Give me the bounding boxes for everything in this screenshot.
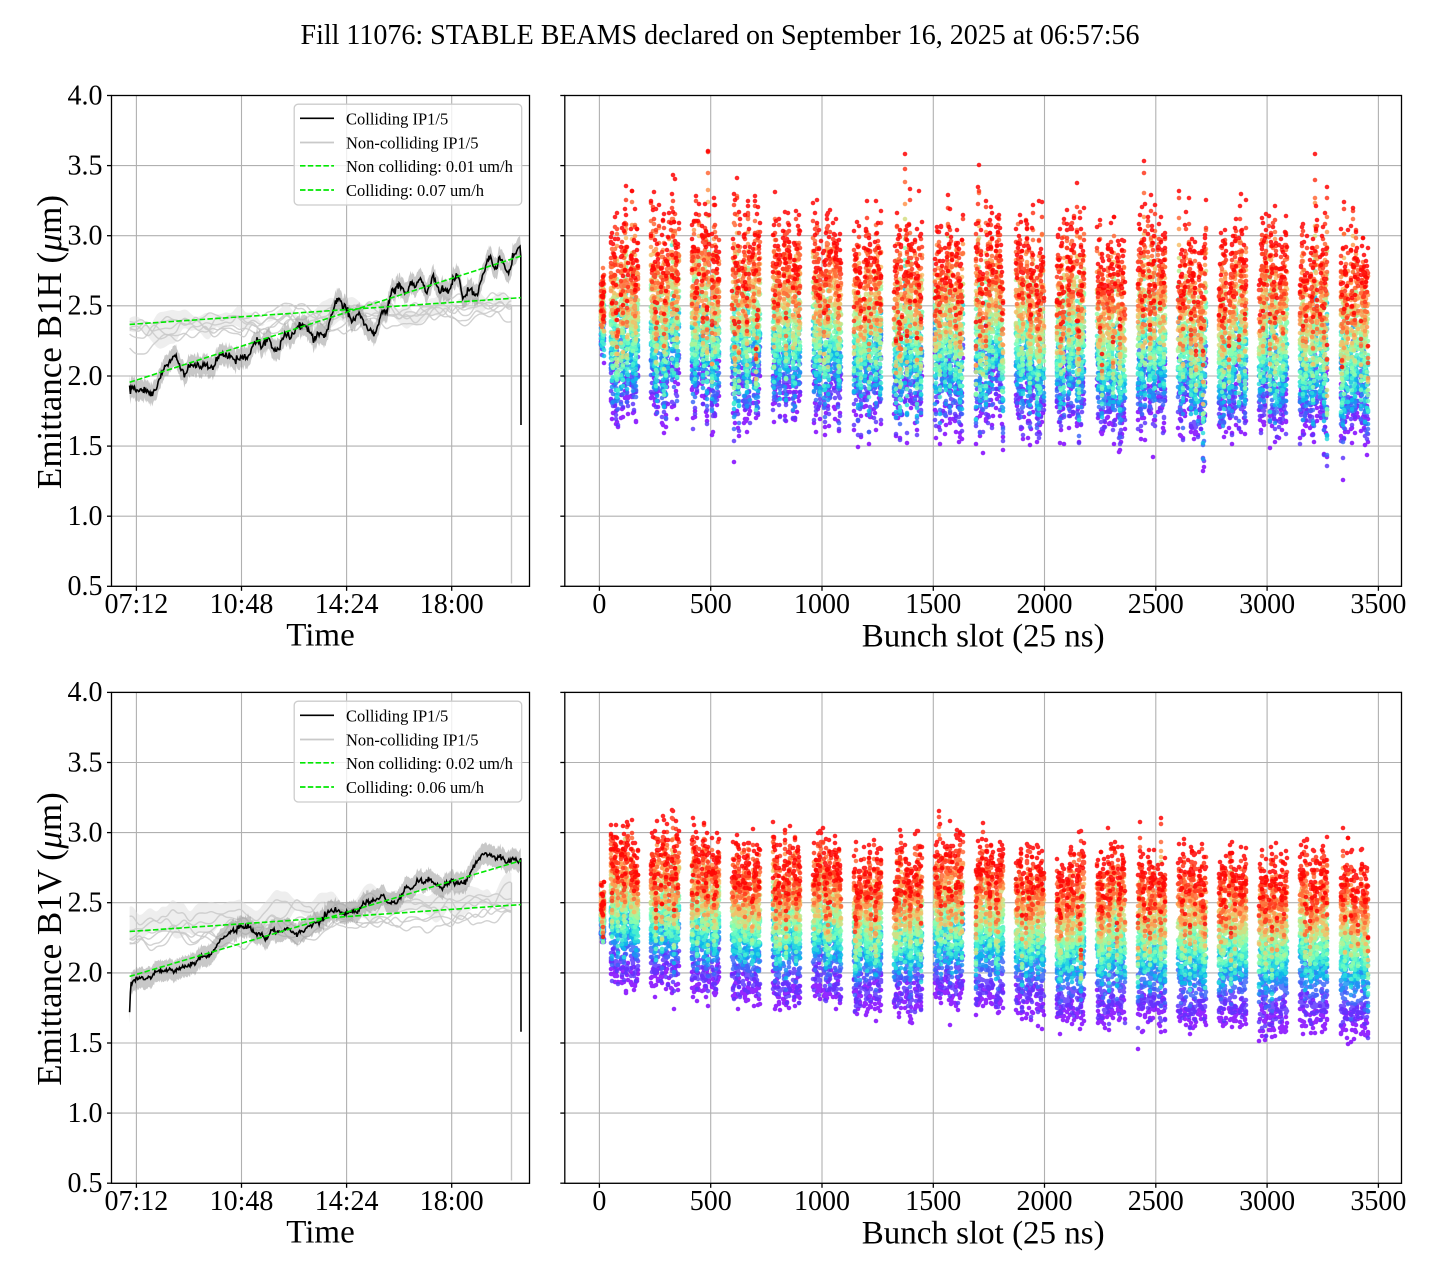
svg-text:1.0: 1.0 bbox=[68, 1098, 103, 1129]
svg-text:2500: 2500 bbox=[1128, 1186, 1184, 1217]
svg-text:2000: 2000 bbox=[1017, 1186, 1073, 1217]
svg-text:18:00: 18:00 bbox=[420, 1186, 484, 1217]
svg-text:2.5: 2.5 bbox=[68, 291, 103, 322]
svg-text:3000: 3000 bbox=[1239, 589, 1295, 620]
svg-text:3500: 3500 bbox=[1350, 589, 1406, 620]
svg-text:Time: Time bbox=[286, 618, 354, 654]
svg-text:0.5: 0.5 bbox=[68, 571, 103, 602]
svg-text:Fill 11076: STABLE BEAMS decla: Fill 11076: STABLE BEAMS declared on Sep… bbox=[301, 20, 1140, 51]
svg-text:07:12: 07:12 bbox=[105, 589, 169, 620]
svg-text:0: 0 bbox=[592, 589, 606, 620]
svg-text:3.0: 3.0 bbox=[68, 221, 103, 252]
svg-text:0.5: 0.5 bbox=[68, 1168, 103, 1199]
svg-text:Colliding IP1/5: Colliding IP1/5 bbox=[346, 109, 448, 128]
svg-text:1000: 1000 bbox=[794, 1186, 850, 1217]
svg-text:1.5: 1.5 bbox=[68, 431, 103, 462]
svg-text:07:12: 07:12 bbox=[105, 1186, 169, 1217]
svg-text:Colliding IP1/5: Colliding IP1/5 bbox=[346, 706, 448, 725]
svg-text:Emittance B1V (μm): Emittance B1V (μm) bbox=[30, 792, 69, 1086]
svg-text:1.0: 1.0 bbox=[68, 501, 103, 532]
svg-text:2.5: 2.5 bbox=[68, 888, 103, 919]
svg-text:Non colliding: 0.02 um/h: Non colliding: 0.02 um/h bbox=[346, 754, 514, 773]
svg-text:Colliding: 0.07 um/h: Colliding: 0.07 um/h bbox=[346, 181, 485, 200]
svg-text:Bunch slot (25 ns): Bunch slot (25 ns) bbox=[862, 1216, 1105, 1252]
svg-text:2000: 2000 bbox=[1017, 589, 1073, 620]
svg-text:10:48: 10:48 bbox=[210, 1186, 274, 1217]
svg-text:Emittance B1H (μm): Emittance B1H (μm) bbox=[30, 195, 69, 489]
svg-text:2.0: 2.0 bbox=[68, 361, 103, 392]
svg-text:1500: 1500 bbox=[905, 589, 961, 620]
svg-text:Colliding: 0.06 um/h: Colliding: 0.06 um/h bbox=[346, 778, 485, 797]
svg-text:10:48: 10:48 bbox=[210, 589, 274, 620]
svg-text:Non-colliding IP1/5: Non-colliding IP1/5 bbox=[346, 134, 478, 153]
svg-text:3500: 3500 bbox=[1350, 1186, 1406, 1217]
svg-text:2.0: 2.0 bbox=[68, 958, 103, 989]
svg-text:14:24: 14:24 bbox=[315, 1186, 379, 1217]
svg-text:4.0: 4.0 bbox=[68, 677, 103, 708]
svg-text:3.0: 3.0 bbox=[68, 817, 103, 848]
svg-text:1.5: 1.5 bbox=[68, 1028, 103, 1059]
svg-text:2500: 2500 bbox=[1128, 589, 1184, 620]
svg-text:Time: Time bbox=[286, 1215, 354, 1251]
svg-text:18:00: 18:00 bbox=[420, 589, 484, 620]
svg-text:500: 500 bbox=[690, 589, 732, 620]
svg-text:Bunch slot (25 ns): Bunch slot (25 ns) bbox=[862, 619, 1105, 655]
svg-text:1500: 1500 bbox=[905, 1186, 961, 1217]
svg-text:500: 500 bbox=[690, 1186, 732, 1217]
svg-text:14:24: 14:24 bbox=[315, 589, 379, 620]
svg-text:3.5: 3.5 bbox=[68, 150, 103, 181]
svg-text:0: 0 bbox=[592, 1186, 606, 1217]
svg-text:3.5: 3.5 bbox=[68, 747, 103, 778]
svg-text:Non-colliding IP1/5: Non-colliding IP1/5 bbox=[346, 731, 478, 750]
svg-text:4.0: 4.0 bbox=[68, 80, 103, 111]
svg-text:1000: 1000 bbox=[794, 589, 850, 620]
svg-text:Non colliding: 0.01 um/h: Non colliding: 0.01 um/h bbox=[346, 157, 514, 176]
svg-text:3000: 3000 bbox=[1239, 1186, 1295, 1217]
